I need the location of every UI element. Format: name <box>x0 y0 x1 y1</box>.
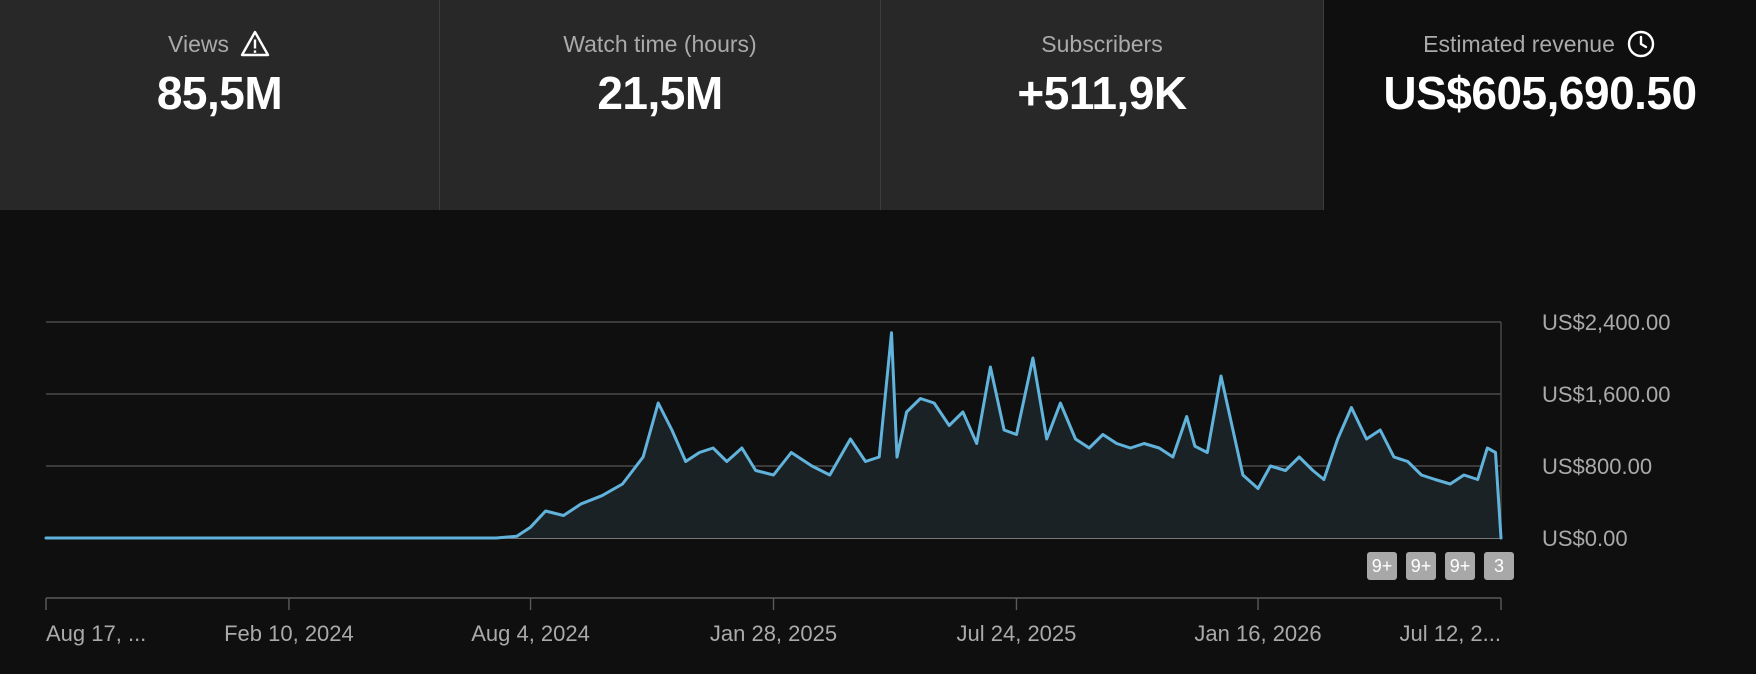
annotation-badge[interactable]: 3 <box>1484 552 1514 580</box>
y-tick-label: US$800.00 <box>1542 454 1652 479</box>
metric-label-estimated-revenue: Estimated revenue <box>1423 30 1615 57</box>
metric-value-views: 85,5M <box>156 67 283 119</box>
metric-value-watch-time: 21,5M <box>597 67 723 119</box>
revenue-line[interactable] <box>44 331 1503 540</box>
annotation-badge-bg <box>1484 552 1514 580</box>
metric-tab-views[interactable]: Views 85,5M <box>0 0 440 210</box>
annotation-badge[interactable]: 9+ <box>1445 552 1475 580</box>
x-tick-label: Jan 16, 2026 <box>1194 621 1321 646</box>
revenue-chart: US$2,400.00 US$1,600.00 US$800.00 US$0.00 Au… <box>0 210 1756 674</box>
metric-label-subscribers: Subscribers <box>1041 30 1163 57</box>
metric-tabs: Views 85,5M Watch time (hours) 21,5M Sub… <box>0 0 1756 210</box>
y-tick-label: US$1,600.00 <box>1542 382 1670 407</box>
y-tick-label: US$0.00 <box>1542 526 1628 551</box>
annotation-badge-bg <box>1445 552 1475 580</box>
metric-label-views: Views <box>168 30 229 57</box>
x-tick-label: Aug 17, ... <box>46 621 146 646</box>
metric-tab-estimated-revenue[interactable]: Estimated revenue US$605,690.50 <box>1324 0 1756 210</box>
annotation-badge-label: 9+ <box>1372 556 1393 576</box>
x-tick-label: Feb 10, 2024 <box>224 621 354 646</box>
revenue-chart-svg: US$2,400.00 US$1,600.00 US$800.00 US$0.00 Au… <box>44 310 1670 646</box>
metric-value-subscribers: +511,9K <box>1017 67 1187 119</box>
annotation-badge[interactable]: 9+ <box>1367 552 1397 580</box>
x-tick-label: Jul 24, 2025 <box>957 621 1077 646</box>
clock-icon[interactable] <box>1625 28 1657 60</box>
metric-tab-watch-time[interactable]: Watch time (hours) 21,5M <box>440 0 881 210</box>
warning-icon[interactable] <box>239 28 271 60</box>
x-tick-label: Jul 12, 2... <box>1399 621 1501 646</box>
annotation-badge[interactable]: 9+ <box>1406 552 1436 580</box>
x-tick-label: Jan 28, 2025 <box>710 621 837 646</box>
annotation-badge-label: 3 <box>1494 556 1504 576</box>
x-tick-label: Aug 4, 2024 <box>471 621 590 646</box>
annotation-badge-bg <box>1367 552 1397 580</box>
metric-tab-subscribers[interactable]: Subscribers +511,9K <box>881 0 1324 210</box>
metric-value-estimated-revenue: US$605,690.50 <box>1383 67 1697 119</box>
metric-label-watch-time: Watch time (hours) <box>563 30 757 57</box>
annotation-badge-bg <box>1406 552 1436 580</box>
revenue-area <box>46 332 1501 538</box>
annotation-badge-label: 9+ <box>1411 556 1432 576</box>
y-tick-label: US$2,400.00 <box>1542 310 1670 335</box>
annotation-badge-label: 9+ <box>1450 556 1471 576</box>
